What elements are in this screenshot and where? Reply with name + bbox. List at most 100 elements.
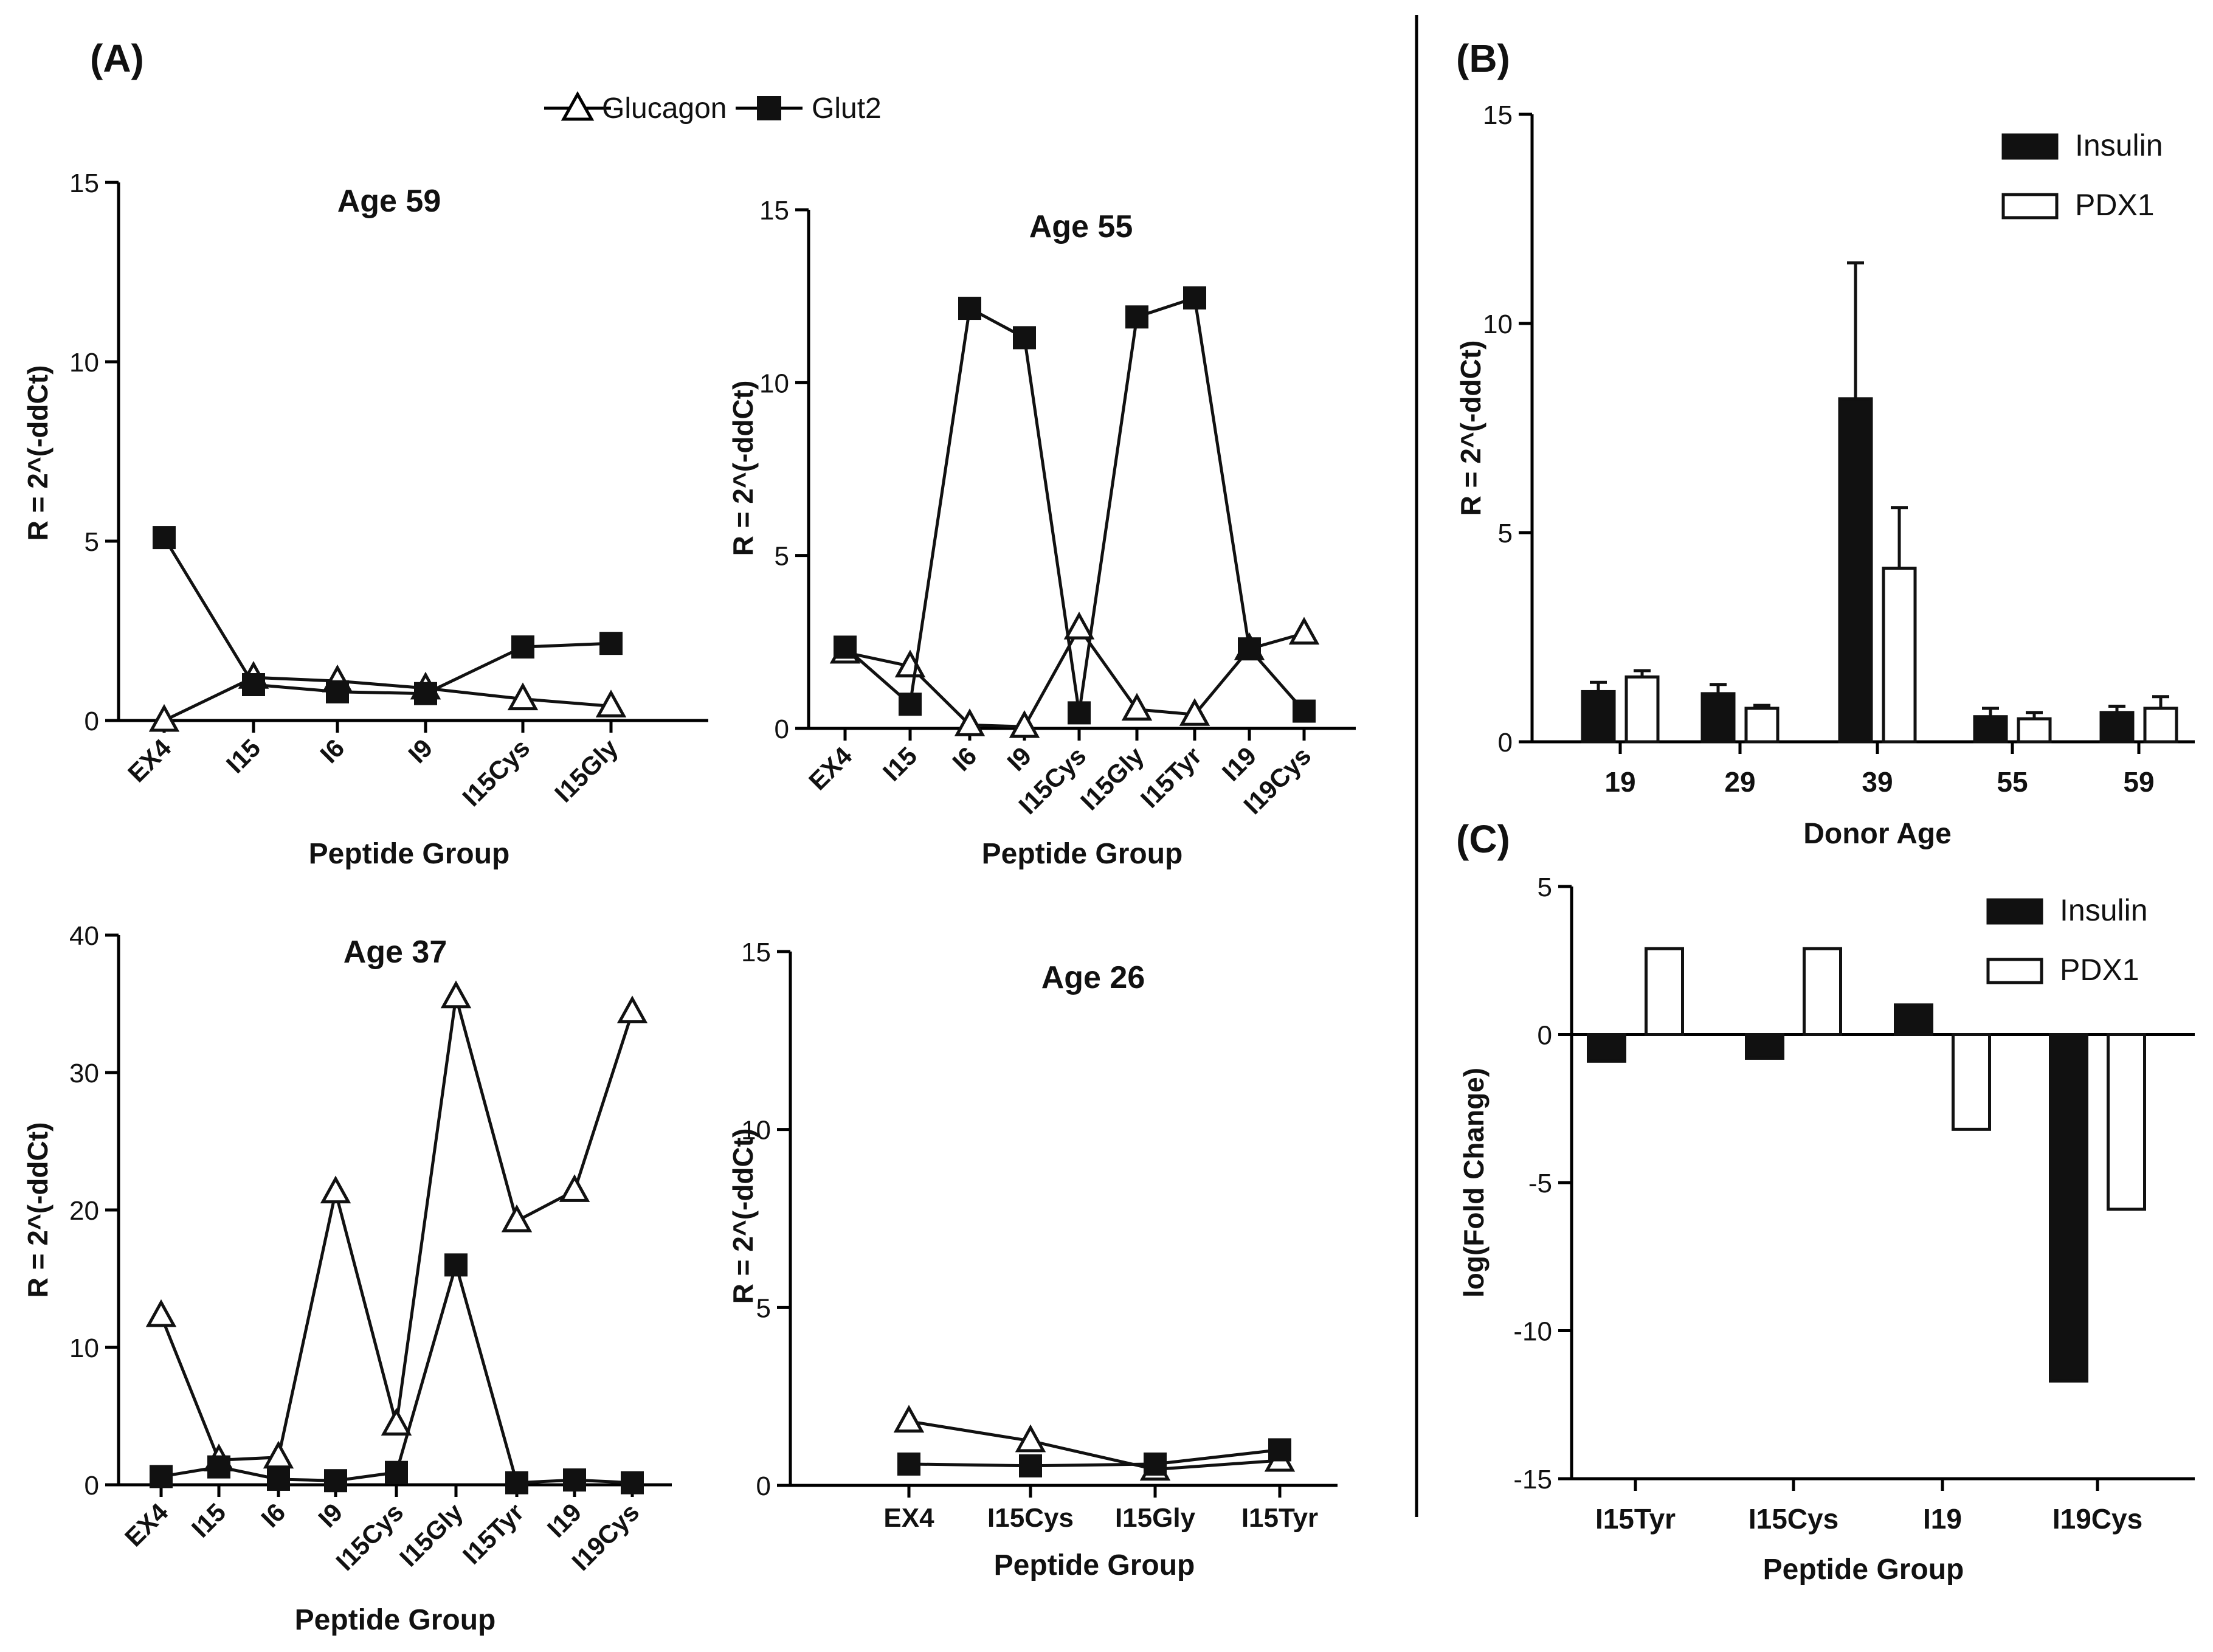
legend-glut2-label: Glut2 bbox=[812, 92, 882, 125]
x-axis-label: Peptide Group bbox=[295, 1604, 496, 1636]
point-glut2 bbox=[1183, 286, 1206, 310]
chart-age26: 0 5 10 15 R = 2^(-ddCt) Peptide Group Age 26 EX… bbox=[727, 938, 1338, 1581]
point-glucagon bbox=[148, 703, 180, 732]
y-tick-label: 15 bbox=[741, 938, 771, 967]
x-axis-label: Peptide Group bbox=[994, 1549, 1195, 1581]
point-glucagon bbox=[1288, 617, 1320, 645]
point-glucagon bbox=[1179, 698, 1210, 726]
x-tick-label: 19 bbox=[1604, 766, 1635, 798]
series-line-glut2 bbox=[161, 1259, 633, 1485]
y-tick-label: 10 bbox=[759, 368, 789, 398]
x-tick-label: I15Tyr bbox=[1595, 1503, 1676, 1535]
bar-pdx1 bbox=[2017, 717, 2052, 744]
x-tick-label: I15Cys bbox=[457, 733, 535, 812]
point-glucagon bbox=[381, 1408, 412, 1436]
y-tick-label: -5 bbox=[1528, 1169, 1552, 1198]
bar-pdx1 bbox=[1744, 707, 1780, 744]
y-tick-label: 5 bbox=[1498, 519, 1513, 548]
chart-panel-c: -15 -10 -5 0 5 log(Fold Change) Peptide Group I… bbox=[1458, 873, 2195, 1586]
point-glucagon bbox=[893, 1405, 925, 1433]
bar-insulin bbox=[1838, 397, 1873, 744]
point-glut2 bbox=[899, 693, 922, 716]
legend-label-pdx1: PDX1 bbox=[2060, 953, 2139, 987]
x-tick-label: EX4 bbox=[803, 741, 858, 796]
legend-glut2: Glut2 bbox=[736, 92, 882, 125]
y-axis-label: R = 2^(-ddCt) bbox=[727, 1128, 759, 1304]
x-tick-label: 39 bbox=[1862, 766, 1893, 798]
y-tick-label: 0 bbox=[1538, 1021, 1552, 1051]
point-glucagon bbox=[1063, 611, 1095, 640]
y-axis-label: R = 2^(-ddCt) bbox=[22, 1122, 54, 1298]
y-axis-label: R = 2^(-ddCt) bbox=[1455, 340, 1486, 516]
point-glut2 bbox=[444, 1253, 468, 1277]
point-glut2 bbox=[1019, 1454, 1042, 1477]
x-tick-label: I15Gly bbox=[1075, 741, 1150, 816]
x-tick-label: I15Tyr bbox=[1241, 1503, 1318, 1533]
y-tick-label: -10 bbox=[1513, 1317, 1552, 1347]
point-glut2 bbox=[242, 673, 265, 696]
point-glucagon bbox=[1009, 710, 1040, 738]
point-glut2 bbox=[834, 635, 857, 659]
x-tick-label: EX4 bbox=[119, 1498, 174, 1552]
legend-glucagon-triangle-icon bbox=[561, 91, 595, 121]
x-tick-label: I15Gly bbox=[1115, 1503, 1196, 1533]
series-line-glut2 bbox=[908, 1448, 1280, 1468]
y-tick-label: 5 bbox=[775, 542, 789, 572]
point-glucagon bbox=[1121, 693, 1153, 721]
point-glut2 bbox=[150, 1465, 173, 1488]
x-tick-label: I15 bbox=[877, 741, 923, 787]
panel-label-a: (A) bbox=[90, 36, 144, 80]
legend-swatch-insulin bbox=[1986, 898, 2043, 925]
point-glut2 bbox=[599, 632, 623, 655]
point-glucagon bbox=[507, 682, 539, 711]
x-tick-label: EX4 bbox=[883, 1503, 934, 1533]
x-tick-label: I19 bbox=[1217, 741, 1262, 787]
legend-glucagon-label: Glucagon bbox=[602, 92, 727, 125]
series-line-glucagon bbox=[163, 676, 612, 722]
point-glucagon bbox=[501, 1204, 533, 1232]
y-axis-label: R = 2^(-ddCt) bbox=[22, 365, 54, 541]
point-glut2 bbox=[621, 1471, 644, 1495]
chart-panel-b: 0 5 10 15 R = 2^(-ddCt) Donor Age 19 29 39 55 59 In… bbox=[1455, 100, 2195, 850]
x-tick-label: I19Cys bbox=[2052, 1503, 2142, 1535]
x-tick-label: I15Cys bbox=[1749, 1503, 1838, 1535]
x-tick-label: 29 bbox=[1724, 766, 1755, 798]
point-glucagon bbox=[595, 689, 627, 717]
x-axis-label: Peptide Group bbox=[1763, 1554, 1964, 1586]
x-tick-label: 59 bbox=[2123, 766, 2154, 798]
point-glut2 bbox=[207, 1455, 230, 1479]
x-tick-label: I15Gly bbox=[394, 1498, 469, 1572]
bar-insulin bbox=[1581, 689, 1616, 744]
x-tick-label: EX4 bbox=[122, 733, 177, 788]
point-glucagon bbox=[263, 1440, 294, 1469]
x-axis-label: Peptide Group bbox=[982, 838, 1183, 870]
x-tick-label: I19 bbox=[1923, 1503, 1962, 1535]
bar-pdx1 bbox=[1645, 947, 1684, 1037]
legend-a: Glucagon Glut2 bbox=[544, 91, 882, 125]
legend-swatch-insulin bbox=[2001, 133, 2059, 160]
x-axis-label: Peptide Group bbox=[309, 838, 510, 870]
y-axis-label: log(Fold Change) bbox=[1458, 1068, 1490, 1298]
x-tick-label: I9 bbox=[402, 733, 438, 769]
legend-label-pdx1: PDX1 bbox=[2075, 188, 2155, 222]
bar-pdx1 bbox=[2107, 1033, 2146, 1211]
chart-title: Age 59 bbox=[337, 184, 441, 219]
bar-pdx1 bbox=[1803, 947, 1842, 1037]
legend-swatch-pdx1 bbox=[1986, 958, 2043, 984]
y-axis-label: R = 2^(-ddCt) bbox=[727, 381, 759, 556]
x-tick-label: I6 bbox=[255, 1498, 291, 1533]
bar-insulin bbox=[2099, 711, 2135, 744]
point-glut2 bbox=[563, 1468, 586, 1492]
y-tick-label: 10 bbox=[741, 1116, 771, 1146]
series-line-glut2 bbox=[162, 536, 612, 696]
y-tick-label: 0 bbox=[1498, 728, 1513, 758]
bar-pdx1 bbox=[2143, 707, 2178, 744]
legend-label-insulin: Insulin bbox=[2075, 128, 2163, 162]
x-tick-label: I19 bbox=[542, 1498, 587, 1543]
series-line-glut2 bbox=[844, 295, 1305, 713]
panel-label-c: (C) bbox=[1456, 817, 1510, 861]
point-glut2 bbox=[958, 297, 981, 320]
chart-title: Age 37 bbox=[344, 935, 447, 970]
point-glut2 bbox=[1293, 699, 1316, 723]
